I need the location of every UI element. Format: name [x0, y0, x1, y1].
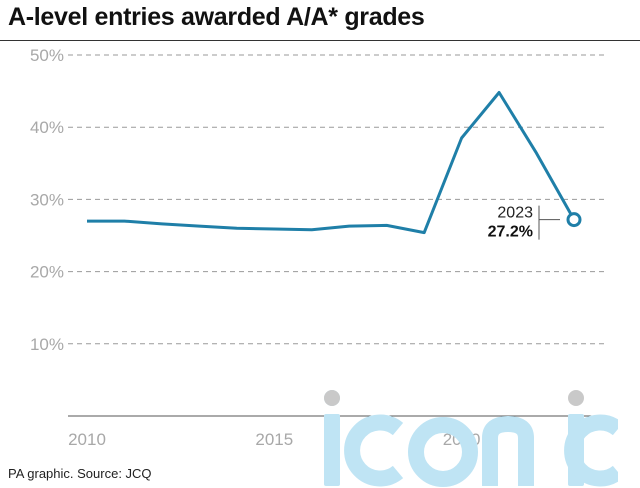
y-axis-labels: 10% 20% 30% 40% 50% — [30, 46, 64, 354]
watermark-letter-n — [482, 415, 534, 486]
watermark-dot-i2 — [568, 390, 584, 406]
annotation: 2023 27.2% — [488, 205, 582, 241]
series-line — [87, 91, 576, 235]
watermark-letter-o — [408, 417, 478, 487]
source-footer: PA graphic. Source: JCQ — [8, 466, 152, 481]
x-tick-label: 2010 — [68, 430, 106, 449]
watermark-letter-c2 — [564, 414, 618, 487]
watermark-letter-c — [344, 414, 404, 487]
watermark-dot-grey — [324, 390, 340, 406]
annotation-value: 27.2% — [488, 224, 533, 241]
annotation-year: 2023 — [497, 205, 533, 222]
title-divider — [0, 40, 640, 41]
end-point-marker — [566, 212, 582, 228]
gridlines — [68, 54, 608, 345]
watermark-stem-i — [324, 414, 340, 486]
y-tick-label: 30% — [30, 190, 64, 209]
chart-title: A-level entries awarded A/A* grades — [8, 3, 425, 31]
iconic-watermark — [324, 390, 618, 487]
series — [87, 91, 576, 235]
y-tick-label: 20% — [30, 263, 64, 282]
y-tick-label: 50% — [30, 46, 64, 65]
y-tick-label: 40% — [30, 118, 64, 137]
x-tick-label: 2015 — [255, 430, 293, 449]
y-tick-label: 10% — [30, 335, 64, 354]
